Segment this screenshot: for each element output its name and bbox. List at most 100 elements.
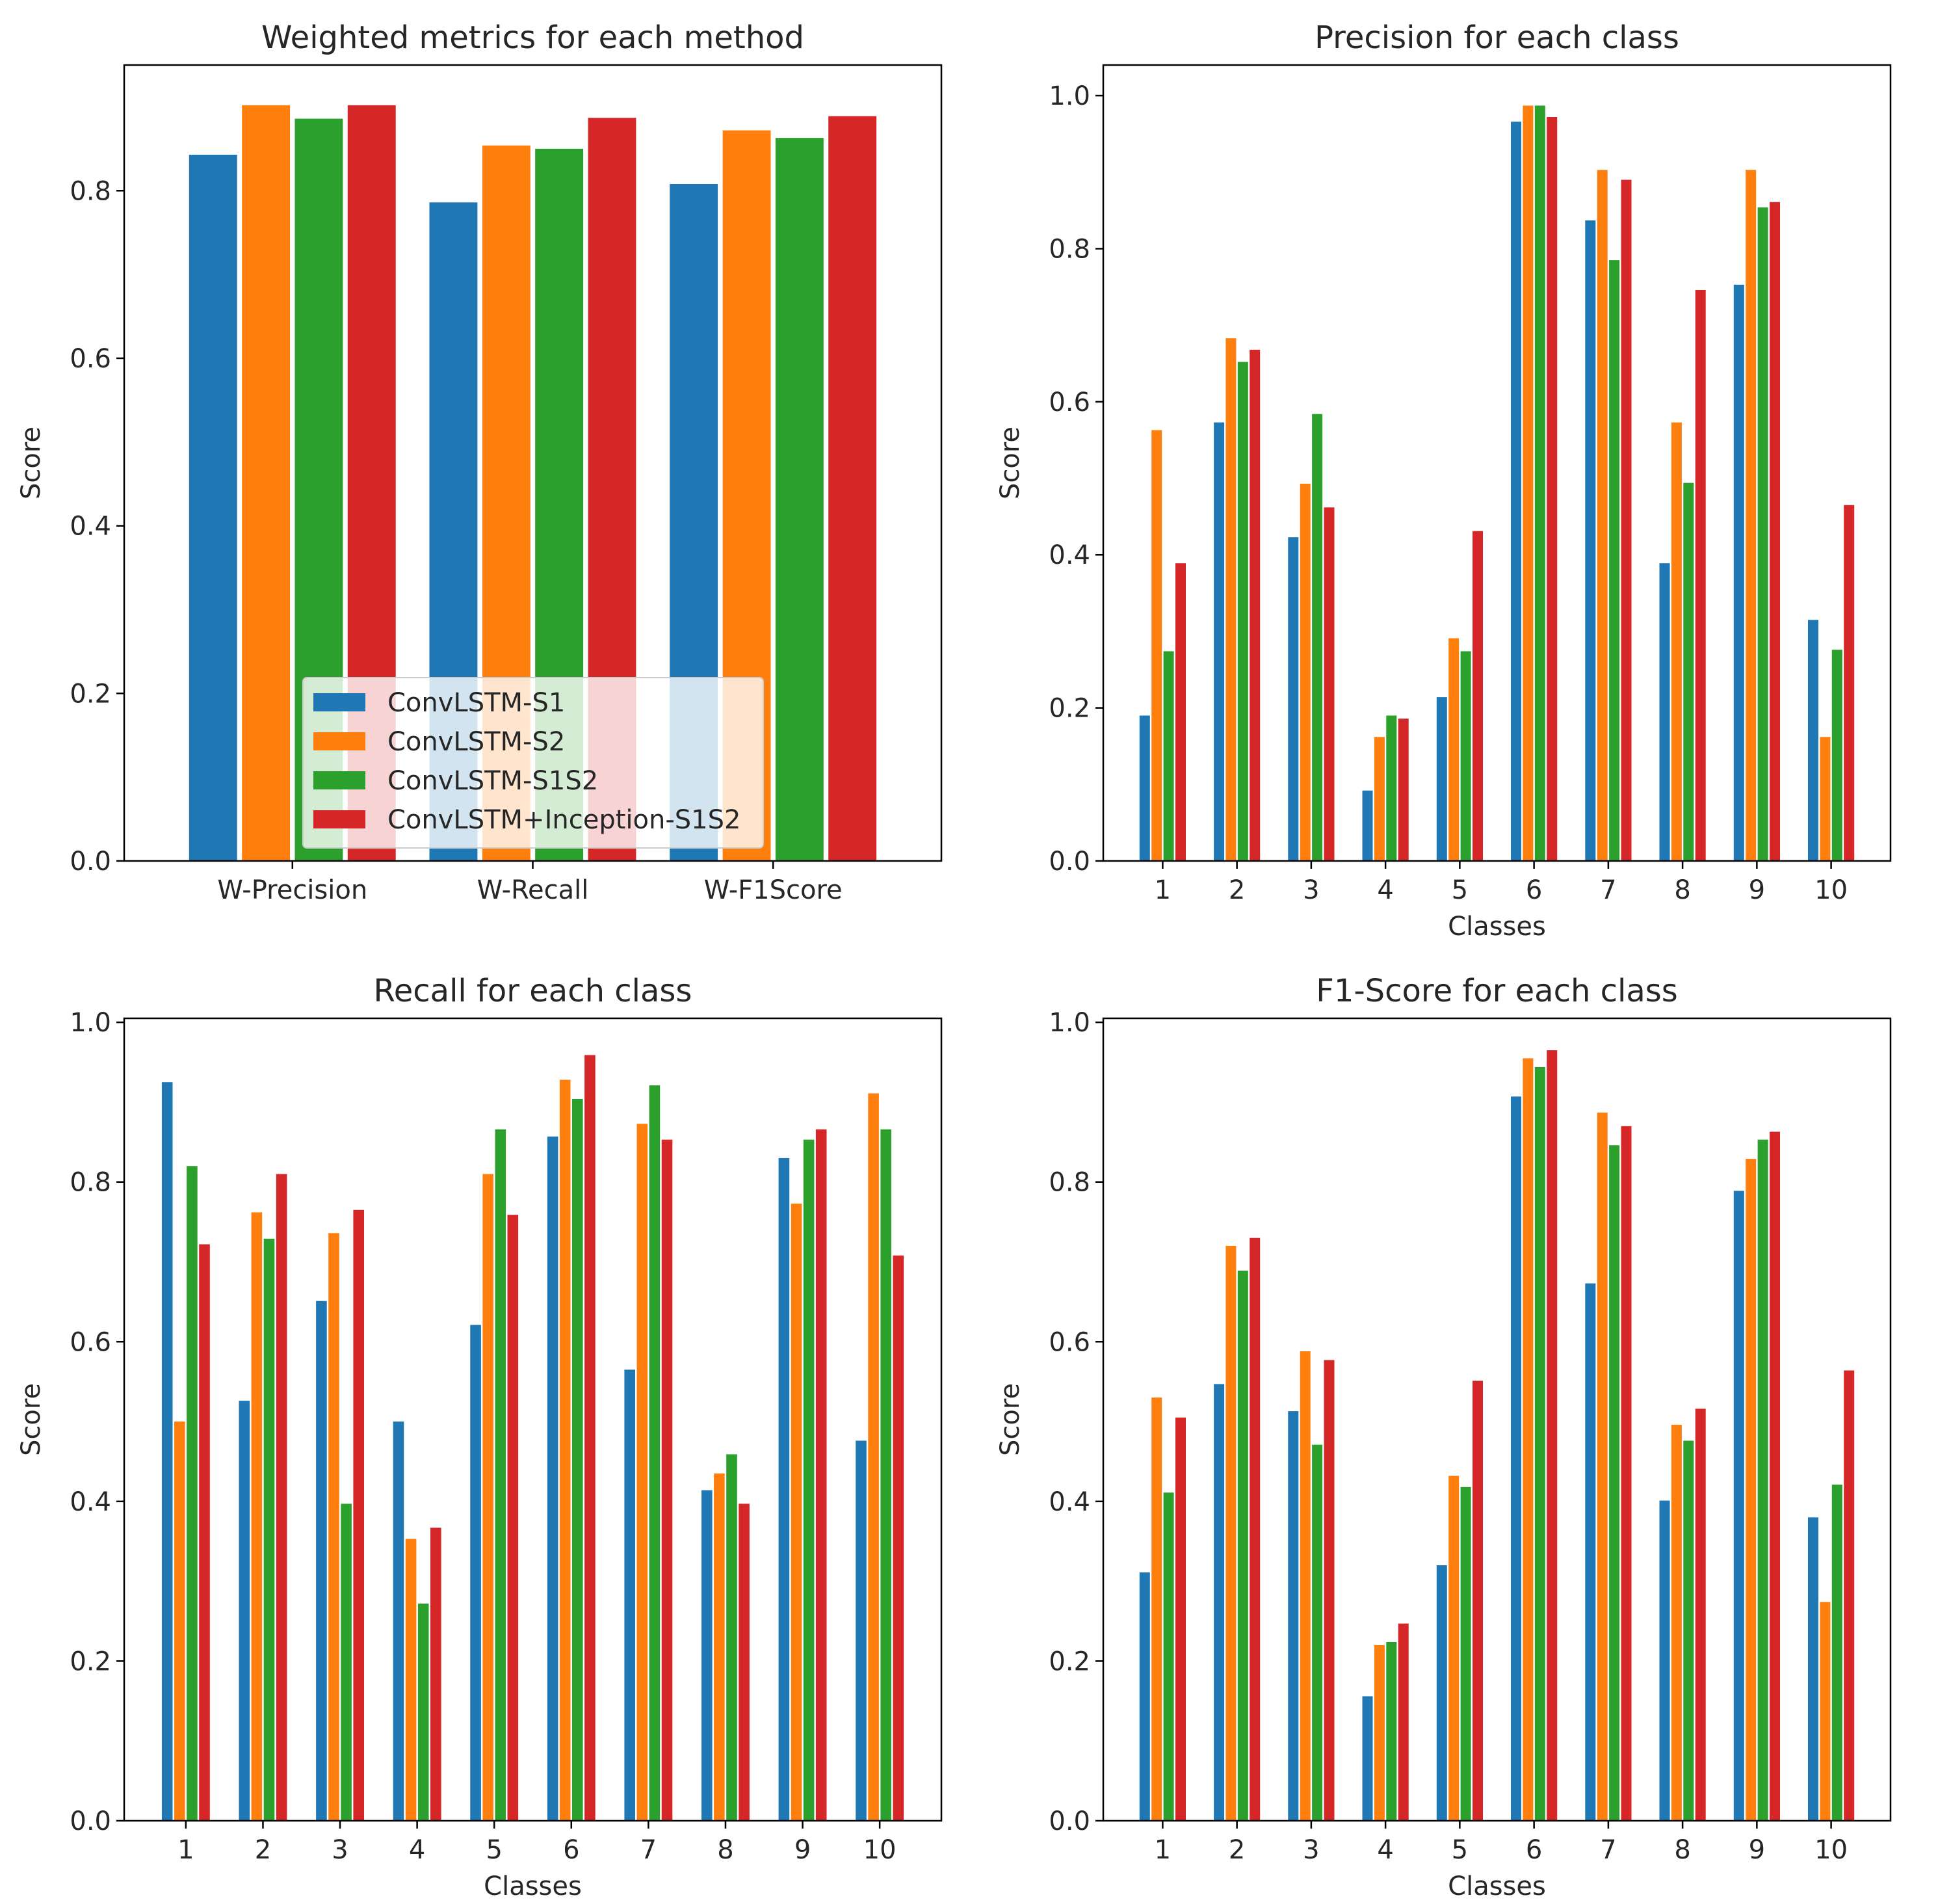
x-tick-label: 1 bbox=[1155, 1835, 1171, 1865]
bar-1-4 bbox=[1362, 1696, 1373, 1821]
bar-2-5 bbox=[482, 1174, 493, 1821]
legend-box bbox=[302, 677, 764, 849]
bar-4-9 bbox=[1770, 202, 1780, 861]
x-axis-label: Classes bbox=[484, 1871, 582, 1901]
x-tick-label: 4 bbox=[1377, 875, 1393, 905]
bar-1-9 bbox=[1733, 1191, 1744, 1821]
bar-3-6 bbox=[572, 1099, 583, 1821]
x-tick-label: 9 bbox=[794, 1835, 811, 1865]
bar-2-8 bbox=[1671, 1425, 1682, 1821]
bar-4-2 bbox=[1250, 349, 1261, 861]
y-axis-label: Score bbox=[16, 1383, 46, 1456]
y-tick-label: 0.8 bbox=[70, 1168, 111, 1198]
bar-2-10 bbox=[1820, 1602, 1831, 1821]
x-tick-label: 2 bbox=[1229, 1835, 1245, 1865]
bar-3-10 bbox=[880, 1129, 891, 1821]
bar-4-7 bbox=[661, 1139, 673, 1821]
bar-4-3 bbox=[353, 1210, 364, 1821]
x-tick-label: 2 bbox=[255, 1835, 271, 1865]
bar-3-8 bbox=[1683, 1440, 1694, 1821]
bar-2-5 bbox=[1448, 638, 1460, 861]
y-tick-label: 0.6 bbox=[70, 1327, 111, 1357]
y-tick-label: 0.6 bbox=[1049, 388, 1090, 417]
bar-1-9 bbox=[1733, 284, 1744, 861]
bar-4-10 bbox=[1844, 1370, 1855, 1821]
x-tick-label: 3 bbox=[1303, 1835, 1319, 1865]
bar-4-4 bbox=[1398, 1623, 1409, 1821]
x-tick-label: 5 bbox=[1452, 1835, 1468, 1865]
chart-panel-1: 0.0 0.2 0.4 0.6 0.8 W-Precision W-Recall W-F1Sc… bbox=[16, 20, 943, 905]
bar-4-3 bbox=[1324, 1360, 1335, 1821]
bar-2-6 bbox=[1523, 105, 1534, 861]
bar-4-w-f1score bbox=[828, 116, 877, 862]
bar-2-3 bbox=[1300, 483, 1311, 861]
axes-frame bbox=[1102, 64, 1892, 862]
bar-2-3 bbox=[1300, 1351, 1311, 1821]
x-tick-label: 8 bbox=[717, 1835, 733, 1865]
bar-4-10 bbox=[1844, 505, 1855, 861]
bar-2-6 bbox=[559, 1079, 571, 1821]
bar-1-4 bbox=[1362, 790, 1373, 861]
bar-3-7 bbox=[649, 1085, 661, 1821]
bar-3-1 bbox=[187, 1166, 198, 1821]
bar-1-9 bbox=[778, 1157, 790, 1821]
bar-1-8 bbox=[1659, 563, 1670, 861]
chart-title: Precision for each class bbox=[1315, 20, 1679, 56]
bar-4-6 bbox=[584, 1055, 596, 1821]
x-tick-label: 10 bbox=[1814, 875, 1848, 905]
bar-3-8 bbox=[1683, 483, 1694, 861]
bar-2-8 bbox=[1671, 422, 1682, 861]
bar-1-6 bbox=[547, 1136, 558, 1821]
x-tick-label: 7 bbox=[640, 1835, 657, 1865]
bar-2-2 bbox=[1225, 338, 1237, 861]
bar-2-w-precision bbox=[242, 105, 291, 861]
y-tick-label: 0.8 bbox=[1049, 234, 1090, 264]
bar-1-10 bbox=[1808, 1517, 1818, 1821]
bar-2-10 bbox=[1820, 737, 1831, 861]
bar-3-3 bbox=[341, 1503, 352, 1821]
x-axis-label: Classes bbox=[1448, 1871, 1546, 1901]
y-tick-label: 0.4 bbox=[70, 512, 111, 542]
bar-2-2 bbox=[1225, 1245, 1237, 1821]
x-tick-label: 9 bbox=[1749, 875, 1765, 905]
legend-label: ConvLSTM-S2 bbox=[387, 727, 565, 757]
bar-4-5 bbox=[1473, 1381, 1483, 1821]
x-tick-label: 8 bbox=[1674, 875, 1690, 905]
bar-1-1 bbox=[161, 1082, 173, 1821]
x-tick-label: 4 bbox=[409, 1835, 425, 1865]
bar-2-7 bbox=[1597, 1112, 1608, 1821]
y-tick-label: 1.0 bbox=[1049, 81, 1090, 111]
y-tick-label: 1.0 bbox=[1049, 1008, 1090, 1038]
bar-4-2 bbox=[276, 1174, 287, 1821]
bar-1-w-precision bbox=[189, 154, 237, 861]
bar-4-6 bbox=[1547, 117, 1558, 861]
bar-1-6 bbox=[1511, 1096, 1521, 1821]
y-tick-label: 0.0 bbox=[1049, 1806, 1090, 1836]
legend-swatch bbox=[313, 771, 365, 789]
legend-label: ConvLSTM-S1S2 bbox=[387, 766, 598, 796]
bar-1-3 bbox=[316, 1301, 327, 1821]
bar-2-8 bbox=[714, 1473, 725, 1821]
y-tick-label: 0.8 bbox=[70, 176, 111, 206]
y-tick-label: 0.6 bbox=[1049, 1327, 1090, 1357]
x-tick-label: 3 bbox=[1303, 875, 1319, 905]
bar-2-4 bbox=[1374, 1645, 1385, 1821]
bar-2-10 bbox=[868, 1093, 879, 1821]
bar-1-5 bbox=[1436, 697, 1447, 861]
bar-4-1 bbox=[1175, 563, 1186, 861]
bar-2-7 bbox=[636, 1124, 648, 1821]
bar-4-7 bbox=[1621, 179, 1632, 861]
bar-1-7 bbox=[1585, 1283, 1596, 1821]
chart-title: Weighted metrics for each method bbox=[261, 20, 804, 56]
bar-2-2 bbox=[251, 1212, 263, 1821]
bar-3-w-f1score bbox=[775, 138, 824, 862]
bar-2-9 bbox=[1746, 1159, 1757, 1821]
bar-2-6 bbox=[1523, 1058, 1534, 1821]
bar-2-3 bbox=[328, 1233, 339, 1821]
x-tick-label: 6 bbox=[1526, 875, 1542, 905]
bar-3-2 bbox=[1237, 1271, 1248, 1821]
bar-3-9 bbox=[803, 1139, 815, 1821]
bar-3-6 bbox=[1534, 105, 1545, 861]
legend-label: ConvLSTM+Inception-S1S2 bbox=[387, 805, 740, 835]
bar-3-1 bbox=[1163, 1492, 1174, 1821]
